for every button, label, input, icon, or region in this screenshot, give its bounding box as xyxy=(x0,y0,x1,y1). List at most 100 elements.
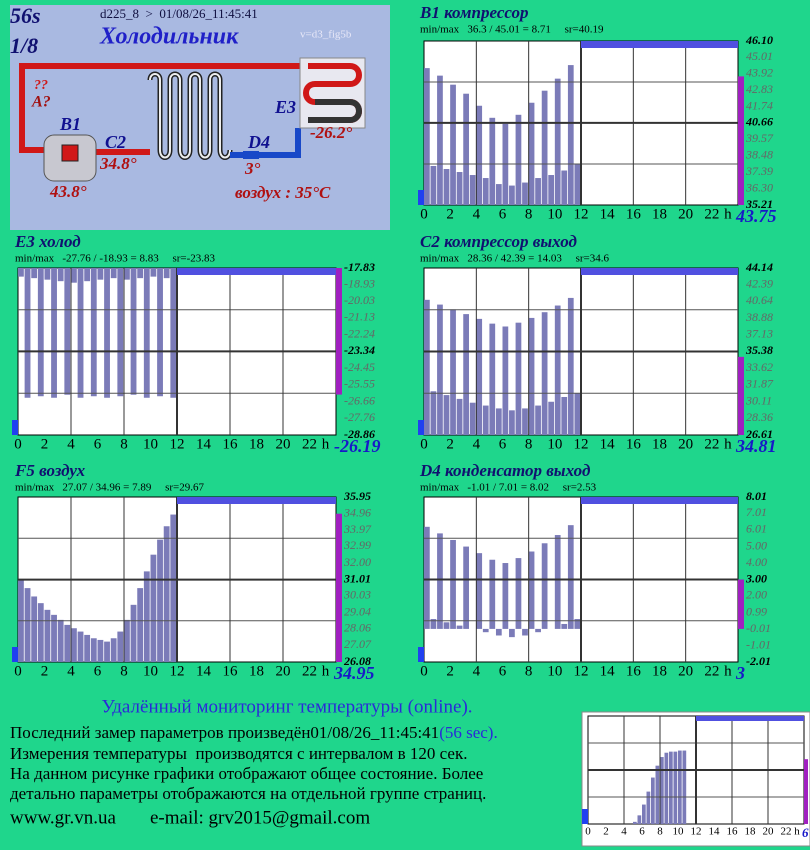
x-tick-label: 0 xyxy=(420,663,428,679)
valve xyxy=(243,151,259,159)
bar xyxy=(51,614,57,662)
bar xyxy=(137,588,144,662)
y-tick-label: 40.64 xyxy=(746,293,773,307)
bar xyxy=(660,757,664,824)
bar xyxy=(424,68,430,205)
bar xyxy=(476,105,483,205)
chart-stats: min/max 36.3 / 45.01 = 8.71 sr=40.19 xyxy=(420,24,604,36)
bar xyxy=(77,631,84,662)
bar xyxy=(97,268,104,280)
x-tick-label: 2 xyxy=(446,663,454,679)
chart: B1 компрессор min/max 36.3 / 45.01 = 8.71… xyxy=(418,3,777,226)
y-tick-label: 4.00 xyxy=(746,555,767,569)
chart: E3 холод min/max -27.76 / -18.93 = 8.83 s… xyxy=(12,232,381,456)
label: A? xyxy=(31,94,51,111)
bar xyxy=(437,304,443,435)
bar xyxy=(430,391,437,435)
current-bar xyxy=(738,76,744,206)
bar xyxy=(669,751,673,824)
bar xyxy=(157,268,163,397)
x-unit: h xyxy=(794,826,800,838)
bar xyxy=(509,185,515,205)
y-tick-label: 7.01 xyxy=(746,505,767,519)
y-tick-label: 26.61 xyxy=(745,427,773,441)
current-bar xyxy=(336,268,342,395)
bar xyxy=(37,268,44,397)
x-tick-label: 12 xyxy=(691,826,702,838)
current-bar xyxy=(336,513,342,662)
bar xyxy=(554,305,561,435)
bar xyxy=(71,628,77,662)
bar xyxy=(502,326,509,435)
current-value: 3 xyxy=(735,663,745,683)
y-tick-label: -26.66 xyxy=(344,393,375,407)
y-tick-label: 5.00 xyxy=(746,538,767,552)
x-tick-label: 18 xyxy=(249,663,264,679)
current-value: 6 xyxy=(802,825,809,840)
bar xyxy=(502,563,509,629)
bar xyxy=(437,533,443,629)
x-tick-label: 12 xyxy=(574,663,589,679)
x-tick-label: 16 xyxy=(626,663,642,679)
x-tick-label: 10 xyxy=(673,826,685,838)
x-tick-label: 20 xyxy=(276,663,291,679)
x-tick-label: 2 xyxy=(41,436,49,452)
bar xyxy=(637,815,642,824)
condenser-coil-highlight xyxy=(149,73,231,159)
y-tick-label: 35.21 xyxy=(745,197,773,211)
x-tick-label: 12 xyxy=(574,436,589,452)
x-tick-label: 18 xyxy=(652,436,667,452)
bar xyxy=(31,596,38,662)
email[interactable]: e-mail: grv2015@gmail.com xyxy=(150,807,370,828)
x-tick-label: 10 xyxy=(143,663,158,679)
x-tick-label: 6 xyxy=(499,436,507,452)
bar xyxy=(24,268,31,398)
bar xyxy=(574,164,581,205)
chart-stats: min/max -27.76 / -18.93 = 8.83 sr=-23.83 xyxy=(15,253,216,265)
compressor-core xyxy=(61,144,79,162)
bar xyxy=(482,178,489,205)
x-tick-label: 0 xyxy=(420,206,428,222)
site[interactable]: www.gr.vn.ua xyxy=(10,807,116,828)
bar xyxy=(84,634,91,662)
bar xyxy=(117,631,124,662)
bar xyxy=(489,117,496,205)
y-tick-label: -2.01 xyxy=(746,654,771,668)
current-value: -26.19 xyxy=(334,436,381,456)
bar xyxy=(117,268,124,397)
x-tick-label: 2 xyxy=(41,663,49,679)
y-tick-label: 30.03 xyxy=(343,588,371,602)
y-tick-label: -25.55 xyxy=(344,377,375,391)
bar xyxy=(150,268,157,277)
bar xyxy=(90,268,97,397)
bar xyxy=(443,395,450,435)
footer: Удалённый мониторинг температуры (online… xyxy=(10,696,498,828)
chart-title: C2 компрессор выход xyxy=(420,232,577,251)
bar xyxy=(97,639,104,662)
current-bar xyxy=(738,579,744,629)
y-tick-label: 32.00 xyxy=(343,555,371,569)
x-tick-label: 8 xyxy=(120,436,128,452)
y-tick-label: 32.99 xyxy=(343,538,371,552)
x-tick-label: 8 xyxy=(525,663,533,679)
current-value: 43.75 xyxy=(735,206,777,226)
x-unit: h xyxy=(322,436,330,452)
footer-line: Последний замер параметров произведён01/… xyxy=(10,723,498,742)
bar xyxy=(664,752,669,824)
y-tick-label: 0.99 xyxy=(746,604,767,618)
bar xyxy=(31,268,38,279)
bar xyxy=(170,268,177,398)
y-tick-label: -24.45 xyxy=(344,360,375,374)
bar xyxy=(90,638,97,662)
bar xyxy=(51,268,57,398)
chart: 0 2 4 6 8 10 12 14 16 18 20 22 h 6 xyxy=(581,711,810,847)
chart: F5 воздух min/max 27.07 / 34.96 = 7.89 sr… xyxy=(12,461,375,683)
x-tick-label: 6 xyxy=(94,663,102,679)
x-tick-label: 18 xyxy=(652,663,667,679)
bar xyxy=(157,539,163,662)
page-index: 1/8 xyxy=(10,33,38,58)
x-tick-label: 4 xyxy=(473,436,481,452)
bar xyxy=(522,628,528,636)
label: C2 xyxy=(105,132,126,152)
